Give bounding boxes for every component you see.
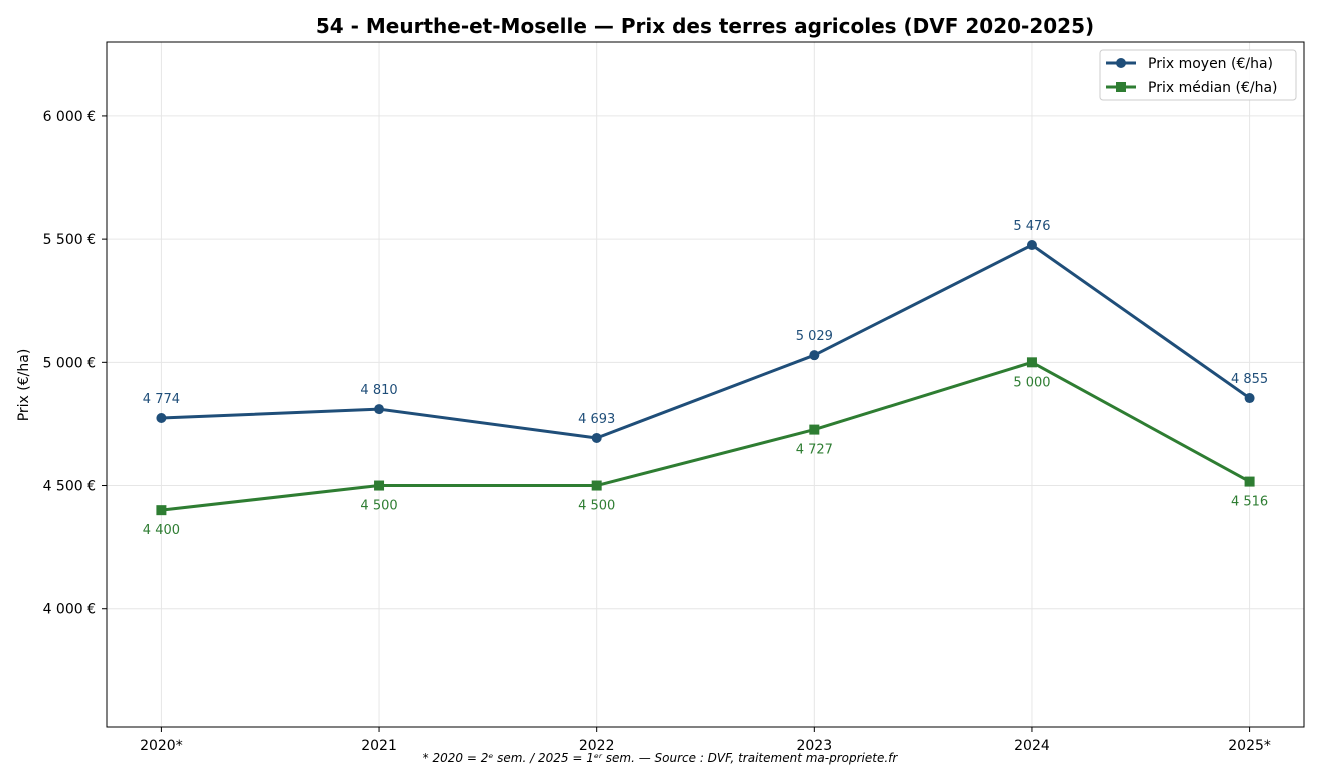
data-point bbox=[374, 404, 385, 415]
y-tick-label: 5 500 € bbox=[43, 232, 96, 248]
y-tick-label: 5 000 € bbox=[43, 355, 96, 371]
data-label: 5 476 bbox=[1013, 219, 1050, 234]
series-line bbox=[161, 243, 1251, 440]
data-label: 5 029 bbox=[796, 329, 833, 344]
data-point bbox=[1244, 393, 1255, 404]
y-tick-label: 6 000 € bbox=[43, 109, 96, 125]
data-point bbox=[591, 432, 602, 443]
data-point bbox=[591, 480, 602, 491]
data-point bbox=[809, 424, 820, 435]
y-tick-label: 4 500 € bbox=[43, 479, 96, 495]
x-tick-label: 2024 bbox=[1014, 738, 1050, 754]
data-label: 4 500 bbox=[360, 499, 397, 514]
x-tick-label: 2020* bbox=[140, 738, 183, 754]
legend-label: Prix moyen (€/ha) bbox=[1148, 56, 1273, 72]
data-point bbox=[1026, 240, 1037, 251]
series-line bbox=[161, 360, 1251, 512]
series-group: 4 774 4 810 4 693 5 029 5 476 4 855 4 400 4 500… bbox=[143, 219, 1268, 538]
data-label: 4 855 bbox=[1231, 372, 1268, 387]
data-point bbox=[809, 350, 820, 361]
x-tick-label: 2025* bbox=[1228, 738, 1271, 754]
data-label: 4 810 bbox=[360, 383, 397, 398]
data-label: 4 774 bbox=[143, 392, 180, 407]
data-point bbox=[1026, 357, 1037, 368]
data-label: 5 000 bbox=[1013, 375, 1050, 390]
footnote: * 2020 = 2ᵉ sem. / 2025 = 1ᵉʳ sem. — Sou… bbox=[423, 751, 899, 765]
legend-box bbox=[1099, 49, 1297, 101]
chart-title: 54 - Meurthe-et-Moselle — Prix des terre… bbox=[316, 14, 1094, 38]
axes: 2020* 2021 2022 2023 2024 2025* 4 000 € 4 500 €… bbox=[43, 109, 1271, 754]
x-tick-label: 2021 bbox=[361, 738, 397, 754]
legend-marker bbox=[1116, 82, 1126, 92]
data-label: 4 500 bbox=[578, 499, 615, 514]
data-point bbox=[156, 505, 167, 516]
x-tick-label: 2023 bbox=[796, 738, 832, 754]
y-tick-label: 4 000 € bbox=[43, 602, 96, 618]
plot-frame bbox=[106, 41, 1305, 728]
x-tick-label: 2022 bbox=[579, 738, 615, 754]
data-label: 4 400 bbox=[143, 523, 180, 538]
grid bbox=[107, 42, 1304, 727]
data-point bbox=[374, 480, 385, 491]
y-axis-label: Prix (€/ha) bbox=[16, 349, 32, 422]
data-label: 4 516 bbox=[1231, 495, 1268, 510]
data-point bbox=[156, 413, 167, 424]
data-point bbox=[1244, 476, 1255, 487]
data-label: 4 693 bbox=[578, 412, 615, 427]
legend-label: Prix médian (€/ha) bbox=[1148, 80, 1278, 96]
legend-marker bbox=[1116, 58, 1126, 68]
legend: Prix moyen (€/ha) Prix médian (€/ha) bbox=[1099, 49, 1297, 101]
data-label: 4 727 bbox=[796, 443, 833, 458]
